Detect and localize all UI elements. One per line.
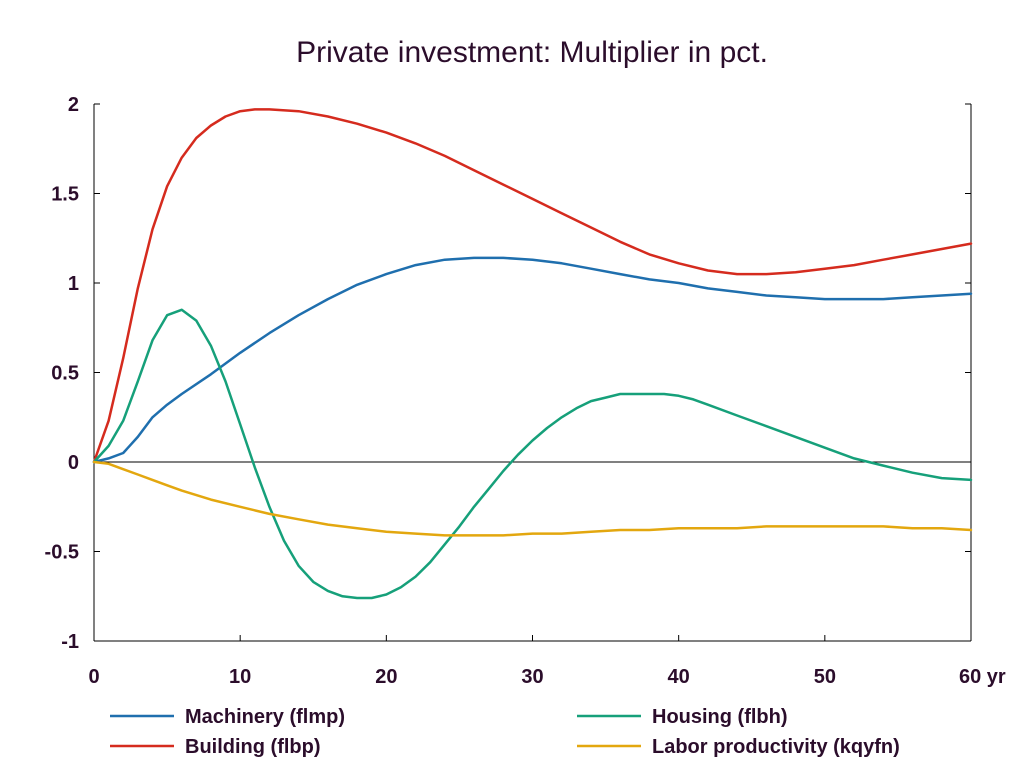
x-tick-label: 60 yr <box>959 666 1006 688</box>
x-tick-label: 50 <box>814 666 836 688</box>
x-tick-label: 10 <box>229 666 251 688</box>
series-line-2 <box>92 108 973 464</box>
x-tick-label: 30 <box>521 666 543 688</box>
y-axis: -1 -0.5 0 0.5 1 1.5 2 <box>45 94 971 653</box>
series-line-1 <box>92 256 973 464</box>
x-tick-label: 40 <box>668 666 690 688</box>
y-tick-label: -0.5 <box>45 542 79 564</box>
series-line-4 <box>92 460 973 537</box>
y-tick-label: 1 <box>68 273 79 295</box>
y-tick-label: 0.5 <box>51 363 79 385</box>
y-tick-label: 0 <box>68 452 79 474</box>
legend-label: Labor productivity (kqyfn) <box>652 736 900 758</box>
y-tick-label: 2 <box>68 94 79 116</box>
chart-title: Private investment: Multiplier in pct. <box>296 36 768 69</box>
x-axis: 0 10 20 30 40 50 60 yr <box>88 635 1006 688</box>
legend-label: Building (flbp) <box>185 736 321 758</box>
y-tick-label: 1.5 <box>51 184 79 206</box>
legend-label: Housing (flbh) <box>652 706 788 728</box>
legend-label: Machinery (flmp) <box>185 706 345 728</box>
y-tick-label: -1 <box>61 631 79 653</box>
series-line-3 <box>92 308 973 600</box>
series-layer <box>92 108 973 600</box>
legend: Machinery (flmp) Building (flbp) Housing (… <box>110 706 900 758</box>
x-tick-label: 0 <box>88 666 99 688</box>
x-tick-label: 20 <box>375 666 397 688</box>
